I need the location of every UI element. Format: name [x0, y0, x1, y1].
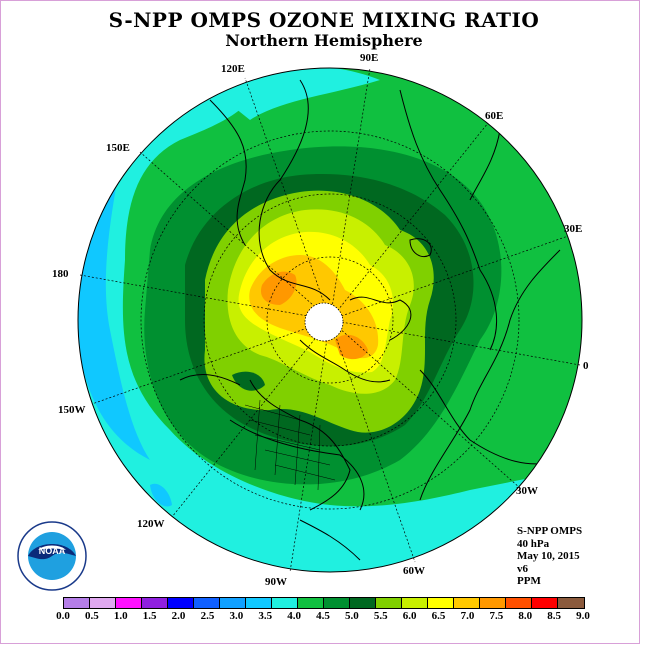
colorbar-swatch: [506, 598, 532, 608]
colorbar-ticks: 0.0 0.5 1.0 1.5 2.0 2.5 3.0 3.5 4.0 4.5 5.0 5.5 6.0 6…: [63, 610, 583, 624]
colorbar-tick-label: 3.0: [229, 610, 243, 622]
colorbar-swatch: [324, 598, 350, 608]
colorbar-tick-label: 8.5: [547, 610, 561, 622]
colorbar-tick-label: 1.5: [143, 610, 157, 622]
lon-label-60e: 60E: [485, 110, 503, 122]
colorbar-tick-label: 0.5: [85, 610, 99, 622]
colorbar-swatch: [90, 598, 116, 608]
noaa-logo: NOAA: [16, 520, 88, 592]
colorbar-swatch: [246, 598, 272, 608]
colorbar-tick-label: 5.5: [374, 610, 388, 622]
noaa-logo-text: NOAA: [39, 546, 66, 556]
lon-label-120w: 120W: [137, 518, 165, 530]
colorbar-tick-label: 1.0: [114, 610, 128, 622]
lon-label-90w: 90W: [265, 576, 287, 588]
colorbar-tick-label: 7.5: [489, 610, 503, 622]
colorbar-swatch: [428, 598, 454, 608]
colorbar-tick-label: 6.5: [432, 610, 446, 622]
lon-label-30w: 30W: [516, 485, 538, 497]
info-instrument: S-NPP OMPS: [517, 525, 582, 538]
colorbar-swatch: [168, 598, 194, 608]
lon-label-180: 180: [52, 268, 69, 280]
polar-no-data: [305, 303, 343, 341]
lon-label-60w: 60W: [403, 565, 425, 577]
colorbar-tick-label: 6.0: [403, 610, 417, 622]
colorbar-swatch: [532, 598, 558, 608]
colorbar-tick-label: 8.0: [518, 610, 532, 622]
lon-label-150w: 150W: [58, 404, 86, 416]
lon-label-120e: 120E: [221, 63, 245, 75]
colorbar-tick-label: 3.5: [258, 610, 272, 622]
colorbar-swatch: [376, 598, 402, 608]
colorbar-tick-label: 4.0: [287, 610, 301, 622]
colorbar-tick-label: 0.0: [56, 610, 70, 622]
info-block: S-NPP OMPS 40 hPa May 10, 2015 v6 PPM: [517, 525, 582, 588]
colorbar-tick-label: 2.0: [172, 610, 186, 622]
colorbar-swatch: [480, 598, 506, 608]
lon-label-0: 0: [583, 360, 589, 372]
lon-label-150e: 150E: [106, 142, 130, 154]
colorbar-swatch: [558, 598, 584, 608]
colorbar-tick-label: 7.0: [461, 610, 475, 622]
info-pressure: 40 hPa: [517, 538, 582, 551]
colorbar: [63, 597, 585, 609]
colorbar-tick-label: 4.5: [316, 610, 330, 622]
colorbar-swatch: [350, 598, 376, 608]
colorbar-swatch: [454, 598, 480, 608]
lon-label-30e: 30E: [564, 223, 582, 235]
colorbar-swatch: [298, 598, 324, 608]
colorbar-tick-label: 9.0: [576, 610, 590, 622]
info-version: v6: [517, 563, 582, 576]
colorbar-swatch: [402, 598, 428, 608]
colorbar-swatch: [272, 598, 298, 608]
colorbar-swatch: [220, 598, 246, 608]
colorbar-swatch: [194, 598, 220, 608]
info-date: May 10, 2015: [517, 550, 582, 563]
info-units: PPM: [517, 575, 582, 588]
colorbar-swatch: [142, 598, 168, 608]
colorbar-swatch: [116, 598, 142, 608]
lon-label-90e: 90E: [360, 52, 378, 64]
colorbar-swatch: [64, 598, 90, 608]
colorbar-tick-label: 5.0: [345, 610, 359, 622]
colorbar-tick-label: 2.5: [201, 610, 215, 622]
